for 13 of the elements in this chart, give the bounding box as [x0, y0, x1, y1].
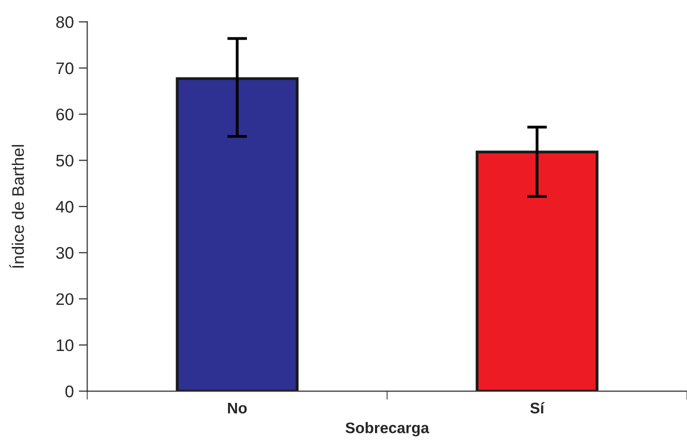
y-tick-label: 80 [56, 16, 74, 28]
y-tick-label: 40 [56, 200, 74, 213]
y-tick-label: 70 [56, 62, 74, 74]
y-tick-label: 50 [56, 154, 74, 167]
y-tick-label: 60 [56, 108, 74, 120]
y-axis-title: Índice de Barthel [9, 145, 24, 268]
y-tick-label: 0 [65, 386, 74, 398]
x-axis-title: Sobrecarga [346, 422, 430, 436]
y-tick-label: 30 [56, 247, 74, 259]
x-tick-label: Sí [530, 402, 545, 414]
x-tick-label: No [228, 402, 247, 414]
y-tick-label: 20 [56, 293, 74, 306]
y-tick-label: 10 [56, 339, 74, 352]
